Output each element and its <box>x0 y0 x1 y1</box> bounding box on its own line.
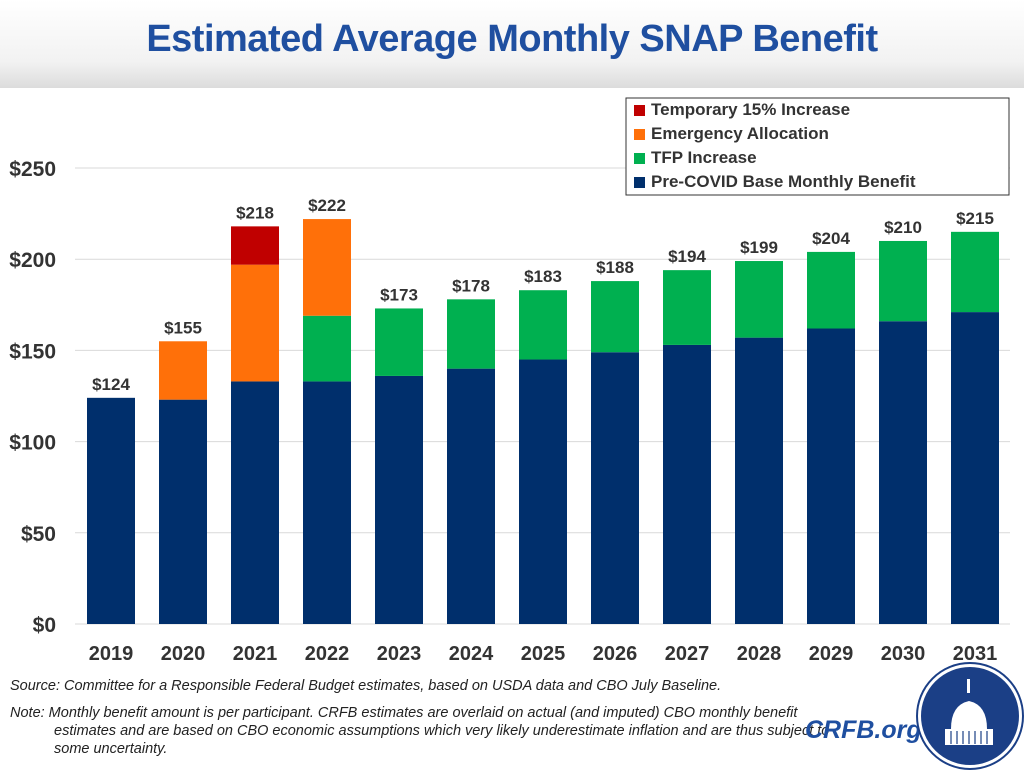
bar-segment <box>375 375 423 624</box>
bar-segment <box>591 281 639 353</box>
bar-segment <box>303 381 351 624</box>
legend-label: Temporary 15% Increase <box>651 100 850 119</box>
bar-segment <box>231 381 279 624</box>
data-label: $194 <box>668 247 706 266</box>
title-bar <box>0 0 1024 88</box>
bar-segment <box>159 341 207 400</box>
bar-segment <box>231 226 279 265</box>
bar-segment <box>807 251 855 329</box>
x-tick-label: 2029 <box>809 643 854 665</box>
x-tick-label: 2024 <box>449 643 494 665</box>
data-label: $155 <box>164 318 202 337</box>
capitol-logo-icon <box>918 664 1022 768</box>
legend-swatch <box>634 129 645 140</box>
bar-segment <box>951 231 999 313</box>
footnote: Note: Monthly benefit amount is per part… <box>10 705 830 757</box>
y-tick-label: $0 <box>33 614 56 637</box>
x-tick-label: 2028 <box>737 643 782 665</box>
bar-segment <box>231 264 279 382</box>
bar-segment <box>951 312 999 624</box>
x-tick-label: 2031 <box>953 643 998 665</box>
legend-swatch <box>634 153 645 164</box>
bar-segment <box>663 270 711 345</box>
y-tick-label: $200 <box>9 249 56 272</box>
bar-segment <box>303 315 351 382</box>
bar-segment <box>879 321 927 624</box>
bar-segment <box>519 359 567 624</box>
chart-title: Estimated Average Monthly SNAP Benefit <box>146 18 878 60</box>
legend-box <box>625 97 1010 196</box>
data-label: $188 <box>596 258 634 277</box>
data-label: $204 <box>812 229 850 248</box>
x-tick-label: 2021 <box>233 643 278 665</box>
bar-segment <box>807 328 855 624</box>
x-tick-label: 2022 <box>305 643 350 665</box>
x-tick-label: 2025 <box>521 643 566 665</box>
legend-label: Pre-COVID Base Monthly Benefit <box>651 172 916 191</box>
legend-swatch <box>634 105 645 116</box>
bar-segment <box>303 219 351 316</box>
bar-segment <box>735 261 783 338</box>
bar-segment <box>735 337 783 624</box>
x-tick-label: 2019 <box>89 643 134 665</box>
bar-segment <box>87 397 135 624</box>
bar-segment <box>663 344 711 624</box>
y-tick-label: $50 <box>21 523 56 546</box>
data-label: $124 <box>92 375 130 394</box>
data-label: $218 <box>236 203 274 222</box>
bar-segment <box>159 399 207 624</box>
data-label: $178 <box>452 276 490 295</box>
x-tick-label: 2023 <box>377 643 422 665</box>
y-tick-label: $150 <box>9 340 56 363</box>
y-tick-label: $250 <box>9 158 56 181</box>
bar-segment <box>447 299 495 369</box>
bar-segment <box>519 290 567 360</box>
bar-segment <box>375 308 423 376</box>
source-note: Source: Committee for a Responsible Fede… <box>10 678 722 694</box>
data-label: $183 <box>524 267 562 286</box>
data-label: $210 <box>884 218 922 237</box>
legend-label: Emergency Allocation <box>651 124 829 143</box>
data-label: $215 <box>956 209 994 228</box>
data-label: $222 <box>308 196 346 215</box>
y-tick-label: $100 <box>9 432 56 455</box>
stacked-bar-chart: $0 $50 $100 $150 $200 $250 $124 2019 $155 2020 $21… <box>9 97 1010 665</box>
x-tick-label: 2027 <box>665 643 710 665</box>
data-label: $199 <box>740 238 778 257</box>
legend-label: TFP Increase <box>651 148 757 167</box>
x-tick-label: 2026 <box>593 643 638 665</box>
x-tick-label: 2030 <box>881 643 926 665</box>
bar-segment <box>591 352 639 624</box>
bar-segment <box>879 240 927 322</box>
legend-swatch <box>634 177 645 188</box>
x-tick-label: 2020 <box>161 643 206 665</box>
data-label: $173 <box>380 285 418 304</box>
bar-segment <box>447 368 495 624</box>
brand-link[interactable]: CRFB.org <box>805 716 922 744</box>
